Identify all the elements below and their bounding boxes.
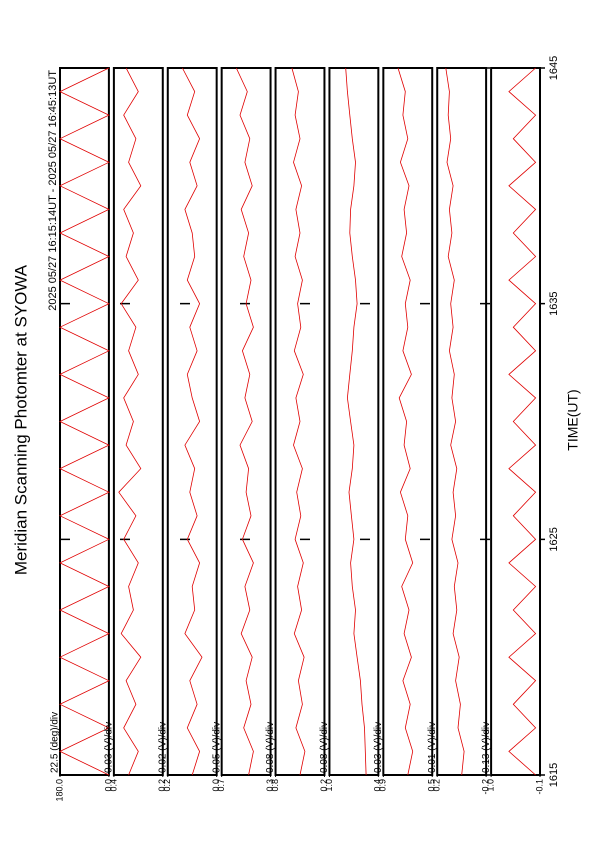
x-tick-label: 1625 bbox=[548, 527, 560, 551]
y-tick-label: 0.8 bbox=[270, 779, 280, 792]
y-tick-label: 0.2 bbox=[157, 779, 167, 792]
data-line bbox=[182, 67, 203, 776]
panel-scale-label: 0.05 (V)/div bbox=[211, 722, 222, 773]
y-tick-label: 0.2 bbox=[162, 779, 172, 792]
panel-scale-label: 0.03 (V)/div bbox=[373, 722, 384, 773]
y-tick-label: -0.2 bbox=[480, 779, 490, 795]
panel-frame bbox=[220, 67, 272, 776]
x-axis-label: TIME(UT) bbox=[565, 389, 581, 450]
panel-frame bbox=[382, 67, 434, 776]
data-line bbox=[445, 67, 465, 776]
data-line bbox=[118, 67, 142, 776]
panel-frame bbox=[490, 67, 542, 776]
y-tick-label: 0.7 bbox=[216, 779, 226, 792]
y-tick-label: 0.3 bbox=[265, 779, 275, 792]
x-tick-label: 1645 bbox=[548, 56, 560, 80]
y-tick-label: 1.0 bbox=[485, 779, 495, 792]
data-line bbox=[345, 67, 367, 776]
y-tick-label: 0.2 bbox=[319, 779, 329, 792]
chart-title: Meridian Scanning Photomter at SYOWA bbox=[11, 264, 30, 575]
y-tick-label: 0.0 bbox=[103, 779, 113, 792]
x-tick-label: 1635 bbox=[548, 291, 560, 315]
panel-scale-label: 0.08 (V)/div bbox=[319, 722, 330, 773]
y-tick-label: 0.2 bbox=[432, 779, 442, 792]
panel-scale-label: 0.01 (V)/div bbox=[427, 722, 438, 773]
panel-frame bbox=[112, 67, 164, 776]
y-tick-label: 1.0 bbox=[324, 779, 334, 792]
data-line bbox=[291, 67, 306, 776]
data-line bbox=[397, 67, 414, 776]
panel-frame bbox=[166, 67, 218, 776]
y-tick-label: -0.1 bbox=[534, 779, 544, 795]
panel-scale-label: 0.08 (V)/div bbox=[265, 722, 276, 773]
y-tick-label: 0.0 bbox=[211, 779, 221, 792]
panel-frame bbox=[328, 67, 380, 776]
data-line bbox=[59, 67, 110, 776]
panel-scale-label: 0.02 (V)/div bbox=[157, 722, 168, 773]
data-line bbox=[235, 67, 254, 776]
panel-frame bbox=[436, 67, 488, 776]
panel-scale-label: 0.03 (V)/div bbox=[104, 722, 115, 773]
chart-subtitle: 2025 05/27 16:15:14UT - 2025 05/27 16:45… bbox=[47, 70, 59, 311]
rotated-plot: Meridian Scanning Photomter at SYOWA 202… bbox=[11, 56, 580, 802]
panel-scale-label: 0.13 (V)/div bbox=[481, 722, 492, 773]
x-tick-label: 1615 bbox=[548, 763, 560, 787]
data-line bbox=[508, 67, 537, 776]
y-tick-label: 0.5 bbox=[427, 779, 437, 792]
y-tick-label: 0.4 bbox=[108, 779, 118, 792]
panel-scale-label: 22.5 (deg)/div bbox=[50, 712, 61, 773]
y-tick-label: 0.4 bbox=[373, 779, 383, 792]
y-tick-label: 180.0 bbox=[54, 779, 64, 802]
y-tick-label: 0.9 bbox=[378, 779, 388, 792]
